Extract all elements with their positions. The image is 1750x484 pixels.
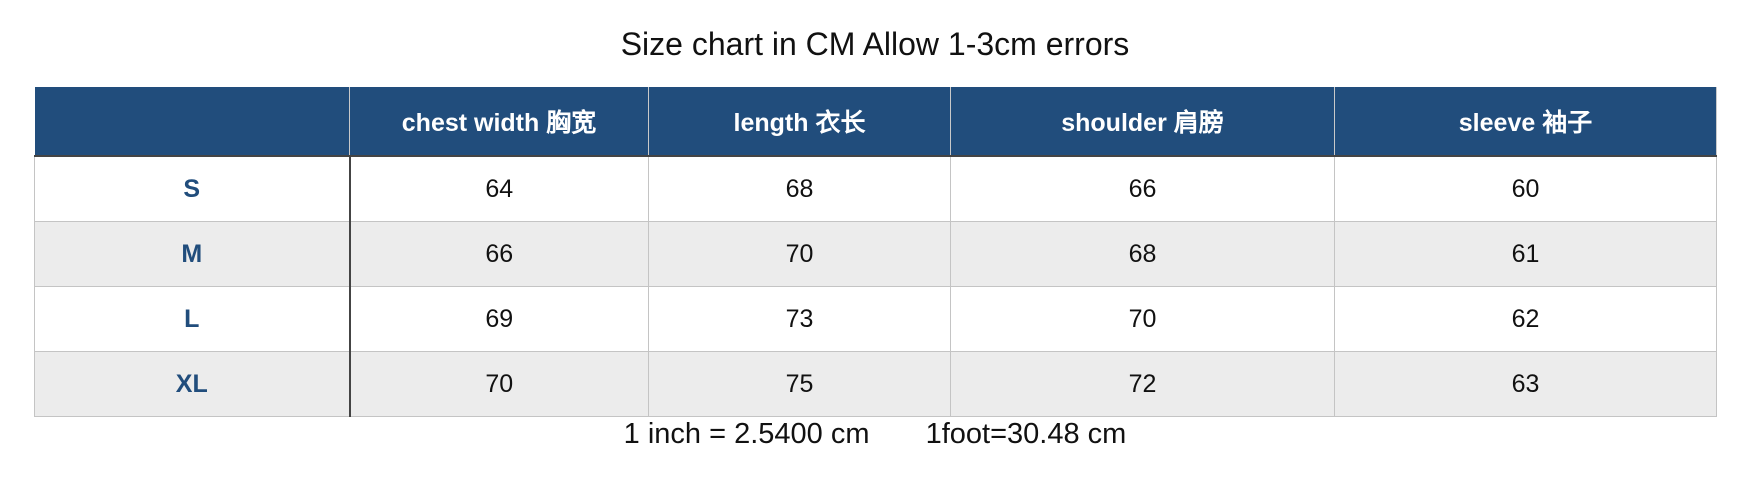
chart-title: Size chart in CM Allow 1-3cm errors bbox=[620, 26, 1130, 62]
cell: 68 bbox=[648, 155, 951, 222]
header-chest-width: chest width 胸宽 bbox=[349, 87, 649, 157]
table-row: S 64 68 66 60 bbox=[34, 155, 1717, 222]
cell: 70 bbox=[349, 351, 649, 417]
cell: 62 bbox=[1334, 286, 1717, 352]
cell: 72 bbox=[950, 351, 1335, 417]
table-row: XL 70 75 72 63 bbox=[34, 351, 1717, 417]
table-row: M 66 70 68 61 bbox=[34, 221, 1717, 287]
conversion-note: 1 inch = 2.5400 cm 1foot=30.48 cm bbox=[0, 418, 1750, 451]
size-label: S bbox=[34, 155, 351, 222]
cell: 60 bbox=[1334, 155, 1717, 222]
cell: 63 bbox=[1334, 351, 1717, 417]
cell: 61 bbox=[1334, 221, 1717, 287]
cell: 68 bbox=[950, 221, 1335, 287]
size-label: L bbox=[34, 286, 351, 352]
cell: 75 bbox=[648, 351, 951, 417]
cell: 69 bbox=[349, 286, 649, 352]
size-label: M bbox=[34, 221, 351, 287]
table-row: L 69 73 70 62 bbox=[34, 286, 1717, 352]
foot-conversion: 1foot=30.48 cm bbox=[925, 418, 1127, 450]
inch-conversion: 1 inch = 2.5400 cm bbox=[623, 418, 870, 450]
size-table: chest width 胸宽 length 衣长 shoulder 肩膀 sle… bbox=[34, 87, 1717, 417]
header-shoulder: shoulder 肩膀 bbox=[950, 87, 1335, 157]
header-length: length 衣长 bbox=[648, 87, 951, 157]
size-label: XL bbox=[34, 351, 351, 417]
cell: 64 bbox=[349, 155, 649, 222]
header-size bbox=[34, 87, 350, 157]
cell: 70 bbox=[950, 286, 1335, 352]
cell: 66 bbox=[950, 155, 1335, 222]
cell: 73 bbox=[648, 286, 951, 352]
header-row: chest width 胸宽 length 衣长 shoulder 肩膀 sle… bbox=[34, 87, 1717, 157]
header-sleeve: sleeve 袖子 bbox=[1334, 87, 1717, 157]
cell: 66 bbox=[349, 221, 649, 287]
cell: 70 bbox=[648, 221, 951, 287]
